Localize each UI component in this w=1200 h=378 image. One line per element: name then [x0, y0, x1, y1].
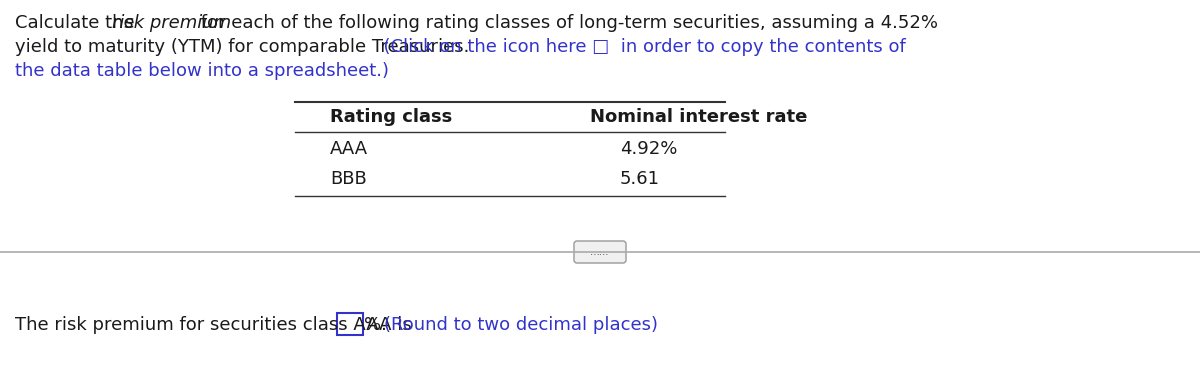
Text: yield to maturity (YTM) for comparable Treasuries.: yield to maturity (YTM) for comparable T… [14, 38, 469, 56]
Text: Nominal interest rate: Nominal interest rate [590, 108, 808, 126]
Text: Rating class: Rating class [330, 108, 452, 126]
FancyBboxPatch shape [574, 241, 626, 263]
Text: %.: %. [364, 316, 392, 334]
Text: risk premium: risk premium [112, 14, 232, 32]
Text: for each of the following rating classes of long-term securities, assuming a 4.5: for each of the following rating classes… [194, 14, 938, 32]
Text: The risk premium for securities class AAA is: The risk premium for securities class AA… [14, 316, 418, 334]
Text: 4.92%: 4.92% [620, 140, 677, 158]
FancyBboxPatch shape [337, 313, 364, 335]
Text: (Round to two decimal places): (Round to two decimal places) [384, 316, 658, 334]
Text: 5.61: 5.61 [620, 170, 660, 188]
Text: (Click on the icon here □  in order to copy the contents of: (Click on the icon here □ in order to co… [372, 38, 906, 56]
Text: BBB: BBB [330, 170, 367, 188]
Text: the data table below into a spreadsheet.): the data table below into a spreadsheet.… [14, 62, 389, 80]
Text: Calculate the: Calculate the [14, 14, 140, 32]
Text: ……: …… [590, 247, 610, 257]
Text: AAA: AAA [330, 140, 368, 158]
